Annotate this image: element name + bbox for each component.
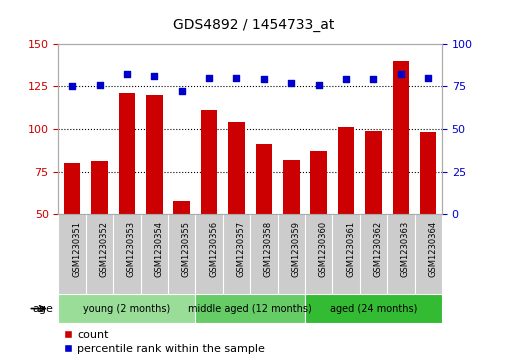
Text: GSM1230355: GSM1230355 bbox=[182, 221, 190, 277]
Bar bbox=[201, 110, 217, 214]
Bar bbox=[420, 132, 436, 214]
Bar bbox=[146, 95, 163, 214]
Point bbox=[342, 77, 350, 82]
Text: GSM1230364: GSM1230364 bbox=[428, 221, 437, 277]
Bar bbox=[283, 160, 300, 214]
Bar bbox=[58, 294, 196, 323]
Point bbox=[96, 82, 104, 87]
Bar bbox=[196, 294, 305, 323]
Text: GSM1230359: GSM1230359 bbox=[291, 221, 300, 277]
Point bbox=[369, 77, 377, 82]
Text: GSM1230353: GSM1230353 bbox=[127, 221, 136, 277]
Text: young (2 months): young (2 months) bbox=[83, 303, 171, 314]
Bar bbox=[365, 131, 382, 214]
Text: GDS4892 / 1454733_at: GDS4892 / 1454733_at bbox=[173, 18, 335, 32]
Legend: count, percentile rank within the sample: count, percentile rank within the sample bbox=[64, 330, 265, 354]
Point bbox=[260, 77, 268, 82]
Point bbox=[123, 72, 131, 77]
Bar bbox=[305, 294, 442, 323]
Text: age: age bbox=[33, 303, 53, 314]
Text: GSM1230354: GSM1230354 bbox=[154, 221, 163, 277]
Point bbox=[150, 73, 158, 79]
Point bbox=[424, 75, 432, 81]
Text: GSM1230360: GSM1230360 bbox=[319, 221, 328, 277]
Text: middle aged (12 months): middle aged (12 months) bbox=[188, 303, 312, 314]
Text: GSM1230361: GSM1230361 bbox=[346, 221, 355, 277]
Bar bbox=[91, 161, 108, 214]
Text: GSM1230362: GSM1230362 bbox=[373, 221, 383, 277]
Text: GSM1230357: GSM1230357 bbox=[237, 221, 245, 277]
Text: GSM1230356: GSM1230356 bbox=[209, 221, 218, 277]
Point bbox=[397, 72, 405, 77]
Bar bbox=[64, 163, 80, 214]
Point bbox=[314, 82, 323, 87]
Text: GSM1230351: GSM1230351 bbox=[72, 221, 81, 277]
Bar bbox=[338, 127, 354, 214]
Text: GSM1230352: GSM1230352 bbox=[100, 221, 109, 277]
Bar bbox=[119, 93, 135, 214]
Bar bbox=[228, 122, 245, 214]
Point bbox=[178, 89, 186, 94]
Bar bbox=[310, 151, 327, 214]
Text: aged (24 months): aged (24 months) bbox=[330, 303, 417, 314]
Bar bbox=[393, 61, 409, 214]
Bar bbox=[173, 200, 190, 214]
Bar bbox=[256, 144, 272, 214]
Point bbox=[205, 75, 213, 81]
Point bbox=[287, 80, 295, 86]
Point bbox=[68, 83, 76, 89]
Text: GSM1230363: GSM1230363 bbox=[401, 221, 410, 277]
Point bbox=[233, 75, 241, 81]
Text: GSM1230358: GSM1230358 bbox=[264, 221, 273, 277]
